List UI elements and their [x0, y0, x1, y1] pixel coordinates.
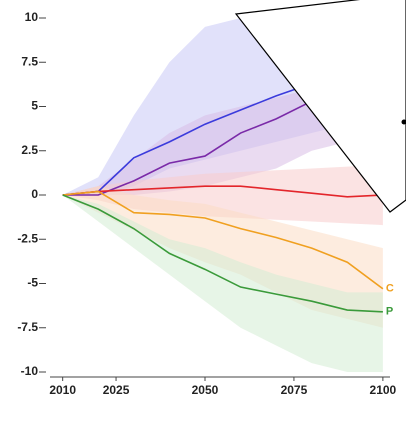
y-tick-label: -5: [27, 276, 38, 290]
callout-overlay: [234, 0, 406, 213]
y-tick-label: -10: [21, 364, 39, 378]
y-tick-label: -7.5: [17, 320, 38, 334]
callout-dot: [401, 119, 406, 125]
x-tick-label: 2025: [103, 383, 130, 397]
series-line: [62, 190, 384, 290]
x-tick-label: 2100: [370, 383, 397, 397]
uncertainty-band: [62, 88, 383, 195]
y-tick-label: -2.5: [17, 231, 38, 245]
y-tick-label: 5: [31, 99, 38, 113]
x-tick-label: 2050: [192, 383, 219, 397]
series-label: C: [386, 283, 394, 295]
y-tick-label: 7.5: [21, 54, 38, 68]
y-tick-label: 2.5: [21, 143, 38, 157]
x-tick-label: 2010: [49, 383, 76, 397]
series-line: [62, 185, 383, 198]
y-tick-label: 0: [31, 187, 38, 201]
uncertainty-band: [62, 195, 383, 372]
series-label: P: [386, 306, 393, 318]
y-tick-label: 10: [25, 10, 39, 24]
series-line: [62, 194, 383, 313]
x-tick-label: 2075: [281, 383, 308, 397]
